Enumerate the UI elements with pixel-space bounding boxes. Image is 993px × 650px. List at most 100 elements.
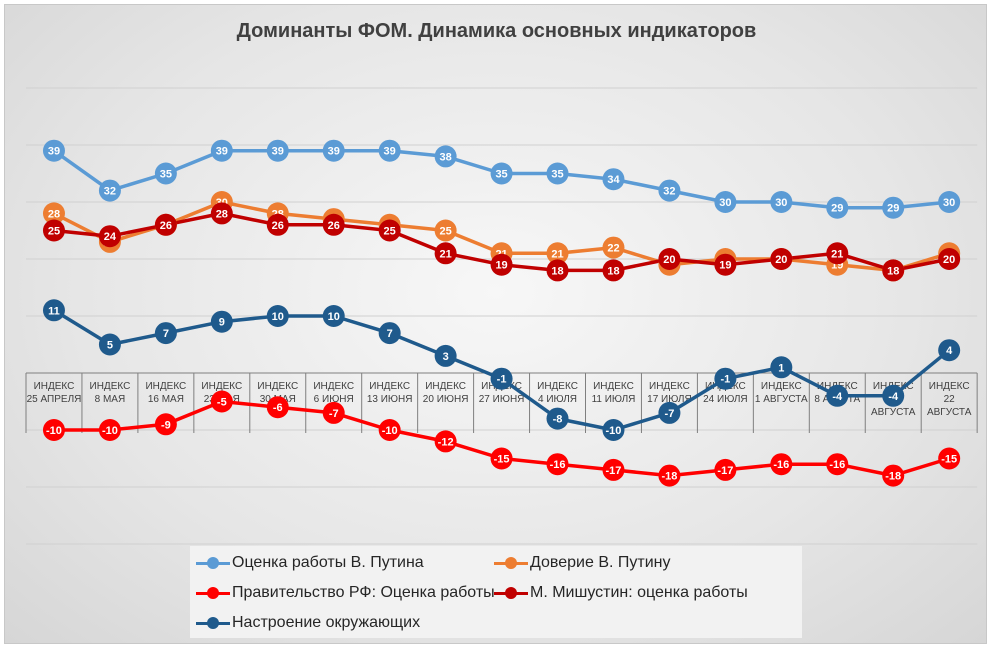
legend-item-government[interactable]: Правительство РФ: Оценка работы (196, 584, 495, 602)
data-label: 7 (387, 328, 393, 340)
data-point (434, 242, 457, 265)
data-point (42, 139, 65, 162)
data-label: -5 (217, 397, 227, 409)
x-tick-label: 4 ИЮЛЯ (538, 394, 577, 405)
x-tick-label: 6 ИЮНЯ (314, 394, 354, 405)
data-label: 7 (163, 328, 169, 340)
data-point (210, 139, 233, 162)
data-point (210, 310, 233, 333)
data-point (714, 458, 737, 481)
data-label: 30 (943, 197, 955, 209)
data-point (882, 384, 905, 407)
data-label: 30 (775, 197, 787, 209)
data-label: 28 (48, 208, 60, 220)
data-label: -17 (606, 465, 622, 477)
data-label: 26 (160, 220, 172, 232)
data-point (154, 213, 177, 236)
x-tick-label: 17 ИЮЛЯ (647, 394, 692, 405)
data-label: 21 (551, 248, 563, 260)
data-label: 20 (663, 254, 675, 266)
data-point (546, 259, 569, 282)
x-tick-label: 8 МАЯ (95, 394, 126, 405)
data-point (546, 453, 569, 476)
data-point (434, 145, 457, 168)
data-point (378, 419, 401, 441)
data-point (658, 248, 681, 270)
data-point (322, 401, 345, 424)
data-label: 24 (104, 231, 117, 243)
data-label: -1 (720, 374, 730, 386)
data-point (154, 413, 177, 436)
data-point (98, 225, 121, 248)
data-point (98, 179, 121, 202)
data-point (266, 305, 289, 327)
x-tick-label: ИНДЕКС (593, 381, 634, 392)
legend-item-mood[interactable]: Настроение окружающих (196, 614, 420, 632)
data-label: 39 (216, 146, 228, 158)
data-label: 38 (440, 151, 452, 163)
data-point (266, 396, 289, 419)
data-label: 11 (48, 305, 60, 317)
data-point (98, 419, 121, 441)
x-tick-label: ИНДЕКС (313, 381, 354, 392)
data-label: 18 (607, 265, 619, 277)
data-label: 35 (551, 169, 563, 181)
x-tick-label: 24 ИЮЛЯ (703, 394, 748, 405)
legend-item-putin-rating[interactable]: Оценка работы В. Путина (196, 554, 424, 572)
x-tick-label: АВГУСТА (927, 407, 972, 418)
legend-item-putin-trust[interactable]: Доверие В. Путину (494, 554, 670, 572)
data-label: 19 (495, 260, 507, 272)
legend-item-mishustin[interactable]: М. Мишустин: оценка работы (494, 584, 748, 602)
x-tick-label: 20 ИЮНЯ (423, 394, 469, 405)
chart-title: Доминанты ФОМ. Динамика основных индикат… (236, 20, 757, 42)
data-point (826, 453, 849, 476)
data-label: -1 (497, 374, 507, 386)
data-point (770, 453, 793, 476)
data-label: -18 (661, 471, 677, 483)
x-tick-label: ИНДЕКС (761, 381, 802, 392)
data-label: 34 (607, 174, 620, 186)
data-label: -4 (832, 391, 843, 403)
data-label: -6 (273, 402, 283, 414)
x-tick-label: ИНДЕКС (649, 381, 690, 392)
data-point (266, 213, 289, 236)
data-label: 10 (272, 311, 284, 323)
x-tick-label: 25 АПРЕЛЯ (27, 394, 82, 405)
data-label: 26 (272, 220, 284, 232)
data-label: 4 (946, 345, 953, 357)
data-label: 28 (216, 208, 228, 220)
data-point (378, 139, 401, 162)
data-point (602, 236, 625, 259)
data-point (42, 202, 65, 225)
data-label: 22 (607, 243, 619, 255)
data-label: 19 (719, 260, 731, 272)
x-tick-label: ИНДЕКС (257, 381, 298, 392)
data-point (210, 390, 233, 413)
data-point (210, 202, 233, 225)
data-label: -15 (941, 454, 957, 466)
data-label: 10 (328, 311, 340, 323)
data-label: 3 (443, 351, 449, 363)
data-point (938, 339, 961, 362)
x-tick-label: ИНДЕКС (369, 381, 410, 392)
data-point (98, 333, 121, 356)
data-point (770, 356, 793, 379)
data-label: -16 (829, 459, 845, 471)
x-tick-label: АВГУСТА (871, 407, 916, 418)
data-label: 39 (384, 146, 396, 158)
legend-swatch-putin-rating (196, 557, 230, 569)
data-point (490, 253, 513, 276)
data-label: 20 (943, 254, 955, 266)
legend-label: Настроение окружающих (232, 614, 421, 631)
data-point (770, 191, 793, 213)
data-point (826, 384, 849, 407)
data-label: 21 (440, 248, 452, 260)
data-label: 32 (104, 186, 116, 198)
legend-swatch-mishustin (494, 587, 528, 599)
data-label: 39 (272, 146, 284, 158)
data-label: -7 (329, 408, 339, 420)
x-tick-label: ИНДЕКС (34, 381, 75, 392)
data-point (42, 219, 65, 242)
data-point (378, 219, 401, 242)
data-point (602, 259, 625, 282)
